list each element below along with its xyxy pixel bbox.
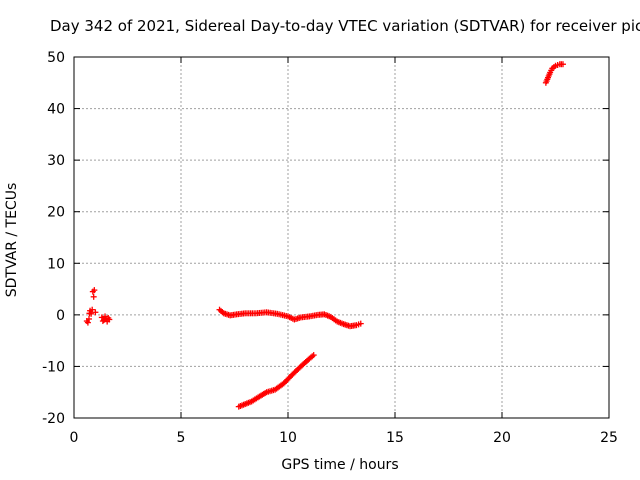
data-point	[89, 306, 96, 313]
y-tick-label: 50	[47, 50, 65, 66]
x-tick-label: 10	[279, 430, 297, 446]
y-tick-label: -20	[42, 411, 65, 427]
y-tick-label: 10	[47, 256, 65, 272]
y-tick-label: -10	[42, 359, 65, 375]
x-tick-labels: 0 5 10 15 20 25	[70, 430, 618, 446]
data-point	[84, 319, 91, 326]
data-point	[88, 310, 95, 317]
x-tick-label: 5	[177, 430, 186, 446]
data-point	[357, 320, 364, 327]
data-points	[83, 61, 566, 410]
data-point	[92, 309, 99, 316]
data-point	[91, 287, 98, 294]
data-point	[559, 61, 566, 68]
axis-ticks	[73, 56, 610, 419]
y-tick-labels: -20 -10 0 10 20 30 40 50	[42, 50, 65, 427]
y-tick-label: 30	[47, 153, 65, 169]
y-tick-label: 40	[47, 102, 65, 118]
y-tick-label: 20	[47, 205, 65, 221]
chart-title: Day 342 of 2021, Sidereal Day-to-day VTE…	[50, 17, 640, 35]
x-tick-label: 25	[600, 430, 618, 446]
y-tick-label: 0	[56, 308, 65, 324]
grid-lines	[74, 57, 609, 418]
x-axis-label: GPS time / hours	[281, 457, 399, 473]
x-tick-label: 20	[493, 430, 511, 446]
data-point	[85, 315, 92, 322]
plot-frame	[73, 56, 610, 419]
x-tick-label: 0	[70, 430, 79, 446]
data-point	[106, 316, 113, 323]
x-tick-label: 15	[386, 430, 404, 446]
data-point	[90, 293, 97, 300]
data-point	[310, 352, 317, 359]
